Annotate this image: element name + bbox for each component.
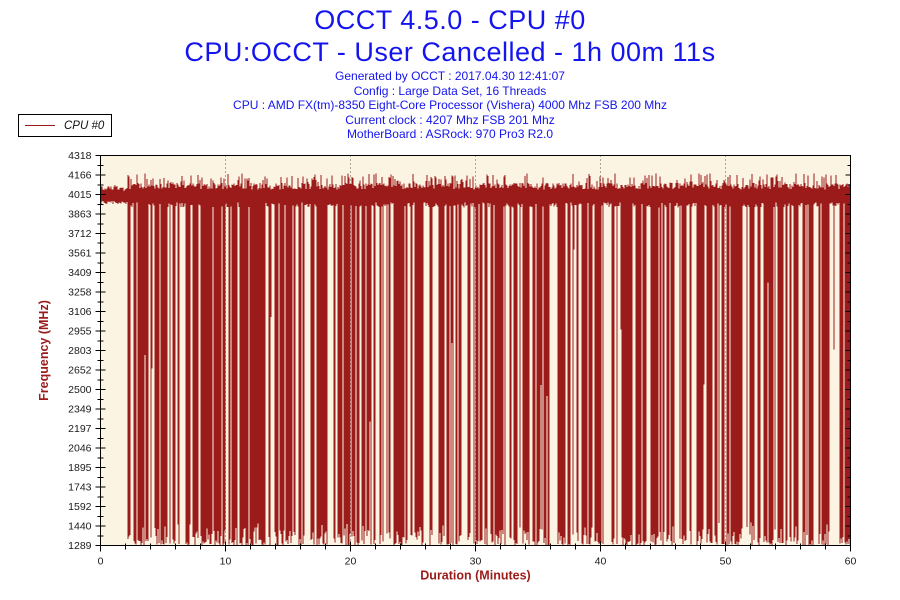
y-tick-label: 1895 — [68, 462, 92, 474]
y-tick-label: 3712 — [68, 228, 92, 240]
y-tick-label: 1440 — [68, 521, 92, 533]
y-tick-label: 2803 — [68, 345, 92, 357]
x-tick-label: 10 — [220, 556, 232, 568]
legend-box: CPU #0 — [18, 114, 112, 137]
y-tick-label: 2955 — [68, 325, 92, 337]
y-tick-label: 2349 — [68, 404, 92, 416]
page-subtitle: CPU:OCCT - User Cancelled - 1h 00m 11s — [184, 37, 716, 67]
legend-series-line-swatch — [25, 125, 55, 126]
frequency-chart: 4318 4166 4015 3863 3712 3561 3409 3258 3106 2955… — [37, 150, 857, 583]
x-tick-label: 60 — [845, 556, 857, 568]
y-tick-label: 4015 — [68, 189, 92, 201]
y-tick-label: 3409 — [68, 267, 92, 279]
x-tick-label: 20 — [345, 556, 357, 568]
y-tick-label: 2046 — [68, 443, 92, 455]
info-line-generated: Generated by OCCT : 2017.04.30 12:41:07 — [335, 69, 565, 83]
y-tick-label: 4318 — [68, 150, 92, 162]
y-axis-title: Frequency (MHz) — [37, 300, 51, 401]
y-tick-label: 1592 — [68, 501, 92, 513]
y-tick-label: 3106 — [68, 306, 92, 318]
x-tick-label: 0 — [98, 556, 104, 568]
x-tick-label: 30 — [470, 556, 482, 568]
y-tick-label: 2500 — [68, 384, 92, 396]
y-tick-label: 4166 — [68, 170, 92, 182]
page-title: OCCT 4.5.0 - CPU #0 — [314, 5, 586, 35]
y-tick-label: 3258 — [68, 286, 92, 298]
x-tick-label: 50 — [720, 556, 732, 568]
y-tick-label: 3863 — [68, 209, 92, 221]
y-tick-label: 2652 — [68, 365, 92, 377]
info-line-motherboard: MotherBoard : ASRock: 970 Pro3 R2.0 — [346, 127, 554, 142]
y-tick-label: 1289 — [68, 540, 92, 552]
legend-series-label: CPU #0 — [64, 119, 105, 132]
info-block: Generated by OCCT : 2017.04.30 12:41:07 … — [0, 69, 900, 142]
info-line-current-clock: Current clock : 4207 Mhz FSB 201 Mhz — [345, 112, 555, 127]
info-line-config: Config : Large Data Set, 16 Threads — [353, 83, 547, 98]
y-tick-label: 2197 — [68, 423, 92, 435]
x-tick-label: 40 — [595, 556, 607, 568]
y-tick-label: 3561 — [68, 247, 92, 259]
info-line-cpu: CPU : AMD FX(tm)-8350 Eight-Core Process… — [233, 98, 667, 113]
x-axis-title: Duration (Minutes) — [420, 569, 530, 583]
y-tick-label: 1743 — [68, 482, 92, 494]
